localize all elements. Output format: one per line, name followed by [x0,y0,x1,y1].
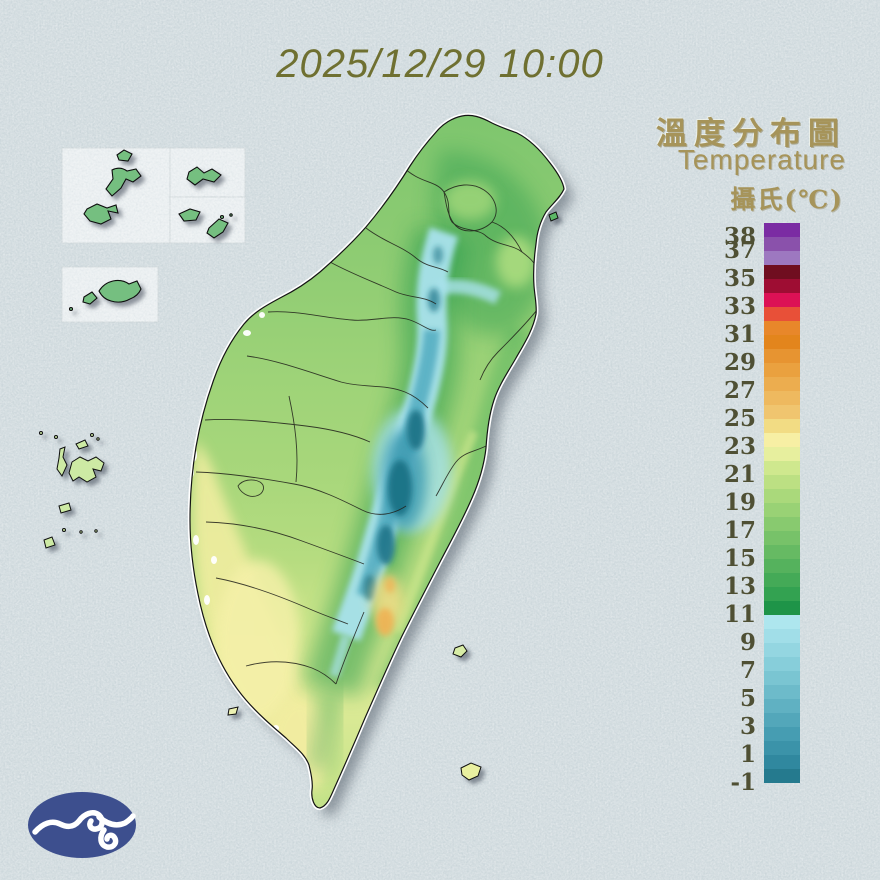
inset-islet [229,213,233,217]
legend-cell-28 [764,363,800,377]
inset-island-3 [83,203,119,225]
cwa-logo-cloud-swirl-icon [32,810,136,850]
cwa-logo [28,792,136,858]
inset-island-4 [186,166,222,186]
legend-cell-19 [764,489,800,503]
map-unit-label: 攝氏(℃) [730,185,844,214]
map-title-chinese: 溫度分布圖 [656,116,846,152]
legend-cell-29 [764,349,800,363]
cwa-logo-ellipse [28,792,136,858]
map-datetime: 2025/12/29 10:00 [276,42,604,86]
legend-cell-23 [764,433,800,447]
legend-cell-3 [764,713,800,727]
legend-cell-18 [764,503,800,517]
green-island [452,644,468,658]
legend-cell-6 [764,671,800,685]
legend-cell-11 [764,601,800,615]
legend-cell-16 [764,531,800,545]
inset-island-8 [82,291,98,305]
legend-cell-5 [764,685,800,699]
legend-cell-27 [764,377,800,391]
legend-cell--1 [764,769,800,783]
temp-coldest-cores [364,246,443,601]
temp-warm-tainan [216,560,300,720]
legend-cell-13 [764,573,800,587]
legend-cell-24 [764,419,800,433]
legend-cell-20 [764,475,800,489]
liuqiu-island [227,706,239,716]
penghu-islet [90,433,94,437]
penghu-islet [54,435,58,439]
legend-cell-7 [764,657,800,671]
guishan-island [548,211,559,222]
legend-cell-0 [764,755,800,769]
legend-cell-12 [764,587,800,601]
legend-cell-14 [764,559,800,573]
temp-warm-spot-small [385,577,395,593]
temp-south-ridge-tail [307,688,343,772]
legend-cell-35 [764,265,800,279]
map-title-english: Temperature [677,144,846,175]
legend-cell-15 [764,545,800,559]
county-boundaries [195,165,538,685]
penghu-islet [96,437,100,441]
temp-yilan-plain [496,236,536,288]
temp-cold-tail [329,634,351,678]
inset-islet [68,306,74,312]
legend-cell-34 [764,279,800,293]
legend-cell-10 [764,615,800,629]
legend-cell-31 [764,321,800,335]
inset-island-6 [206,218,229,239]
legend-cell-9 [764,629,800,643]
legend-cell-26 [764,391,800,405]
temp-cold-branch-east [436,279,502,305]
inset-island-2 [105,167,142,197]
temp-taipei-basin [444,180,496,220]
penghu-south-island-1 [58,502,72,514]
legend-cell-1 [764,741,800,755]
legend-cell-25 [764,405,800,419]
penghu-main-island [68,456,105,483]
legend-cell-21 [764,461,800,475]
inset-island-5 [178,208,201,222]
legend-cell-30 [764,335,800,349]
penghu-islet [94,529,98,533]
legend-cell-22 [764,447,800,461]
penghu-islet [39,431,43,435]
temp-rift-valley [393,430,479,634]
temp-warm-taitung-spot [376,608,394,636]
penghu-islet [62,528,66,532]
inset-islet [219,214,225,220]
penghu-north-island [75,439,89,450]
inset-island-7 [98,279,142,303]
legend-cell-33 [764,293,800,307]
legend-cell-17 [764,517,800,531]
inset-islands-group [68,149,233,312]
legend-cell-37 [764,237,800,251]
penghu-south-island-2 [43,536,56,549]
inset-island-1 [116,149,133,162]
coastline [189,114,565,809]
penghu-west-island [56,446,68,477]
penghu-islet [79,530,83,534]
legend-cell-36 [764,251,800,265]
offshore-islands-group [227,211,559,781]
temperature-colorbar [764,223,800,783]
legend-cell-2 [764,727,800,741]
legend-cell-8 [764,643,800,657]
legend-cell-38 [764,223,800,237]
legend-cell-32 [764,307,800,321]
orchid-island [460,762,482,781]
penghu-islands-group [39,431,105,549]
legend-cell-4 [764,699,800,713]
